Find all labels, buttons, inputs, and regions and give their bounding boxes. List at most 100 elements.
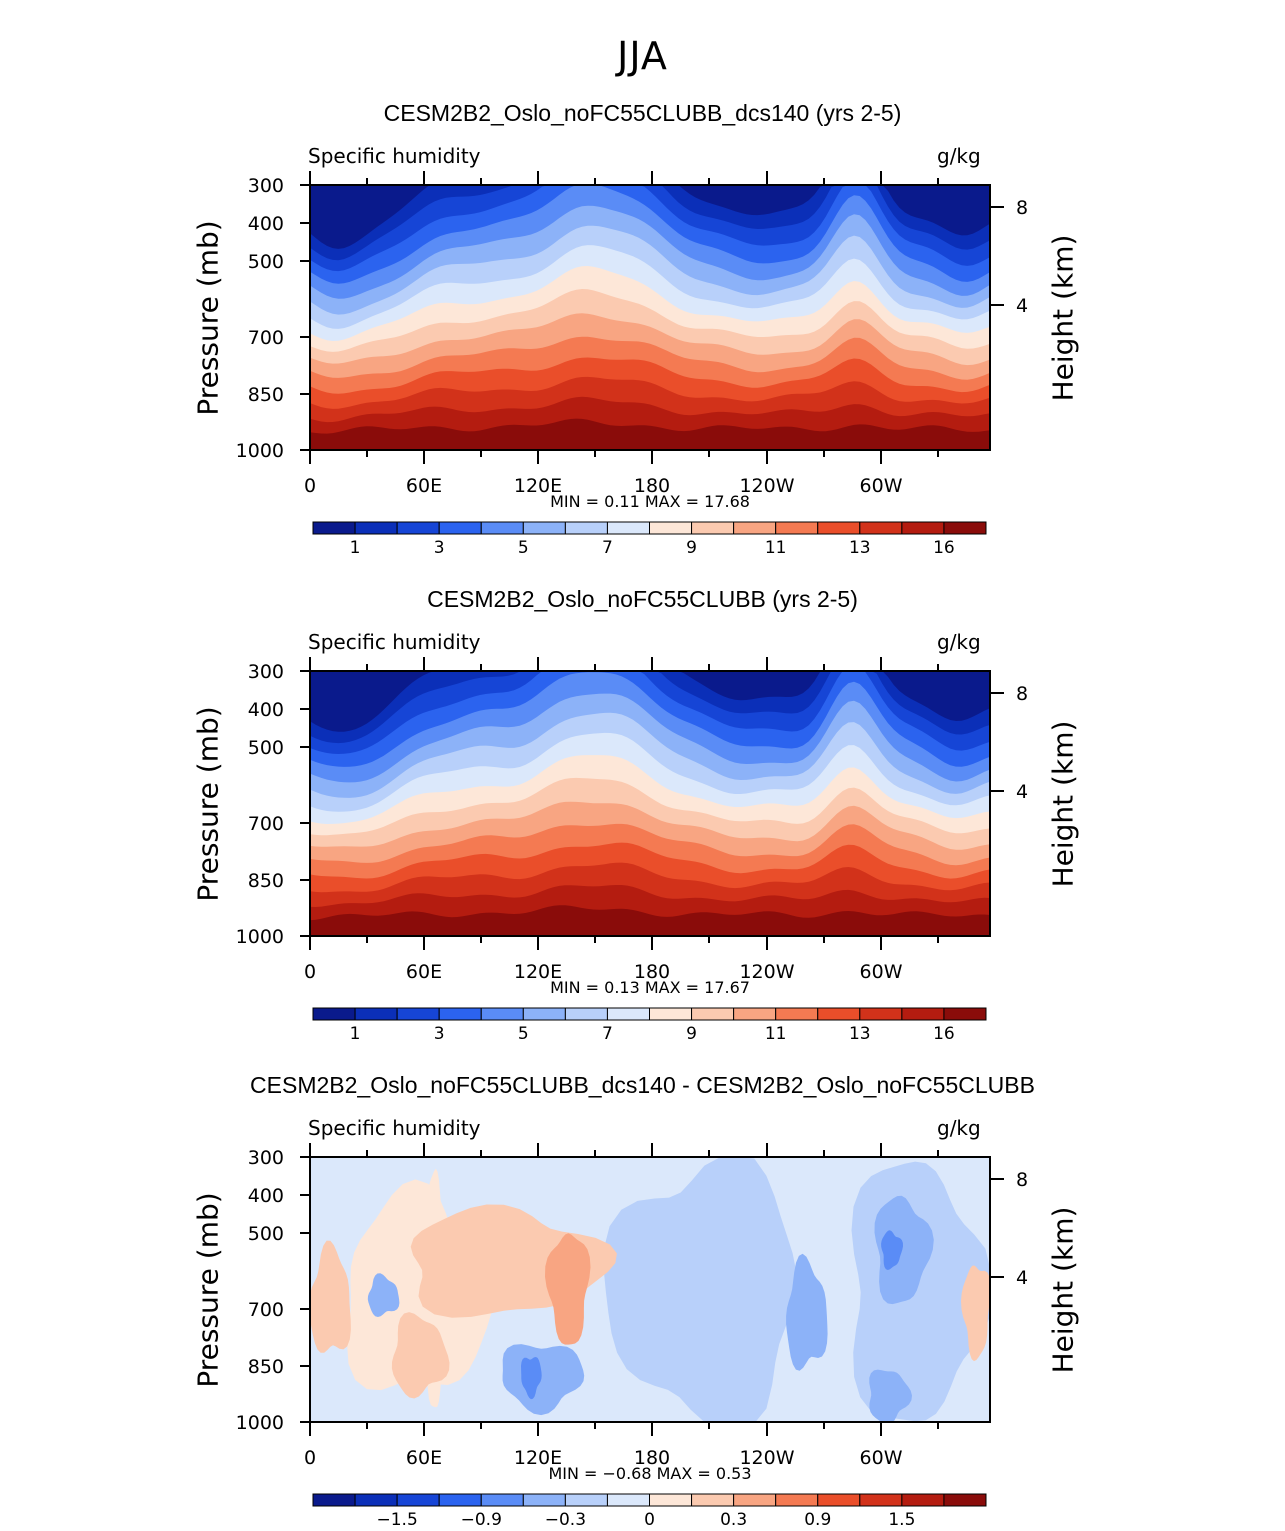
- contour-field: [310, 1157, 990, 1422]
- colorbar-box: [775, 1493, 819, 1507]
- contour-band: [310, 418, 990, 450]
- axes: 300 400 500 700 850 1000 0 60E 120E 180 120W 60W 8 4 M…: [236, 657, 1028, 1044]
- x-tick-label: 60W: [860, 475, 903, 497]
- colorbar-box: [396, 1493, 440, 1507]
- x-tick-label: 60W: [860, 961, 903, 983]
- y-tick-label: 700: [248, 813, 284, 835]
- colorbar-box: [438, 1493, 482, 1507]
- colorbar-box: [312, 1493, 356, 1507]
- plot-frame: [309, 670, 991, 937]
- colorbar-label: 1: [350, 538, 361, 558]
- x-tick-label: 60W: [860, 1447, 903, 1469]
- y-tick-label: 1000: [236, 926, 284, 948]
- colorbar-label: 7: [602, 1024, 613, 1044]
- x-tick-label: 120E: [514, 475, 562, 497]
- figure-title: JJA: [617, 34, 668, 78]
- colorbar-label: 0.3: [720, 1510, 747, 1530]
- colorbar-box: [901, 1493, 945, 1507]
- colorbar-label: 3: [434, 538, 445, 558]
- y-tick-label: 500: [248, 1223, 284, 1245]
- colorbar-box: [817, 1493, 861, 1507]
- contour-band: [310, 905, 990, 936]
- colorbar-label: 3: [434, 1024, 445, 1044]
- y-tick-label: 850: [248, 384, 284, 406]
- contour-field: [310, 185, 990, 450]
- right-tick-label: 4: [1016, 781, 1028, 803]
- colorbar-label: 0: [644, 1510, 655, 1530]
- colorbar-label: 16: [933, 1024, 955, 1044]
- panel-3-variable-label: Specific humidity: [308, 1116, 481, 1140]
- x-tick-label: 60E: [406, 475, 442, 497]
- colorbar-label: 5: [518, 1024, 529, 1044]
- panel-3-title: CESM2B2_Oslo_noFC55CLUBB_dcs140 - CESM2B…: [250, 1072, 1035, 1098]
- x-tick-label: 120W: [739, 475, 794, 497]
- colorbar-label: 11: [765, 538, 787, 558]
- y-tick-label: 850: [248, 870, 284, 892]
- colorbar-label: 1.5: [888, 1510, 915, 1530]
- panel-1-title: CESM2B2_Oslo_noFC55CLUBB_dcs140 (yrs 2-5…: [383, 100, 902, 126]
- plot-frame: [309, 184, 991, 451]
- contour-band: [603, 1157, 797, 1422]
- y-tick-label: 400: [248, 1185, 284, 1207]
- colorbar-label: 11: [765, 1024, 787, 1044]
- y-tick-label: 400: [248, 213, 284, 235]
- y-tick-label: 300: [248, 661, 284, 683]
- panel-2-variable-label: Specific humidity: [308, 630, 481, 654]
- x-tick-label: 0: [304, 1447, 316, 1469]
- right-tick-label: 8: [1016, 1169, 1028, 1191]
- colorbar-label: 13: [849, 538, 871, 558]
- x-tick-label: 120W: [739, 1447, 794, 1469]
- colorbar-box: [733, 1493, 777, 1507]
- colorbar-label: 16: [933, 538, 955, 558]
- y-tick-label: 700: [248, 1299, 284, 1321]
- colorbar-box: [480, 1493, 524, 1507]
- y-tick-label: 700: [248, 327, 284, 349]
- y-tick-label: 300: [248, 175, 284, 197]
- x-tick-label: 180: [634, 961, 670, 983]
- x-tick-label: 180: [634, 1447, 670, 1469]
- colorbar-label: 13: [849, 1024, 871, 1044]
- min-max-label: MIN = −0.68 MAX = 0.53: [548, 1464, 751, 1483]
- contour-band: [391, 1312, 450, 1399]
- contour-band: [869, 1369, 912, 1422]
- contour-band: [521, 1357, 542, 1400]
- colorbar-label: −0.3: [545, 1510, 586, 1530]
- colorbar-label: −0.9: [461, 1510, 502, 1530]
- contour-band: [786, 1253, 828, 1371]
- y-tick-label: 400: [248, 699, 284, 721]
- colorbar-label: 5: [518, 538, 529, 558]
- min-max-label: MIN = 0.11 MAX = 17.68: [550, 492, 750, 511]
- panel-3-units-label: g/kg: [937, 1116, 981, 1140]
- x-tick-label: 0: [304, 475, 316, 497]
- colorbar-box: [859, 1493, 903, 1507]
- colorbar-box: [564, 1493, 608, 1507]
- colorbar-box: [943, 1007, 987, 1021]
- right-tick-label: 4: [1016, 1267, 1028, 1289]
- right-tick-label: 8: [1016, 197, 1028, 219]
- min-max-label: MIN = 0.13 MAX = 17.67: [550, 978, 750, 997]
- contour-field: [310, 671, 990, 936]
- colorbar-label: 1: [350, 1024, 361, 1044]
- panel-2-units-label: g/kg: [937, 630, 981, 654]
- y-tick-label: 500: [248, 737, 284, 759]
- axes: 300 400 500 700 850 1000 0 60E 120E 180 120W 60W 8 4 M…: [236, 171, 1028, 558]
- y-tick-label: 1000: [236, 1412, 284, 1434]
- colorbar-label: 9: [686, 538, 697, 558]
- colorbar-label: −1.5: [376, 1510, 417, 1530]
- x-tick-label: 120E: [514, 1447, 562, 1469]
- y-tick-label: 1000: [236, 440, 284, 462]
- right-tick-label: 4: [1016, 295, 1028, 317]
- y-tick-label: 500: [248, 251, 284, 273]
- contour-band: [874, 1195, 934, 1305]
- contour-band: [881, 1230, 903, 1270]
- x-tick-label: 60E: [406, 1447, 442, 1469]
- panel-1-units-label: g/kg: [937, 144, 981, 168]
- colorbar-box: [354, 1493, 398, 1507]
- contour-band: [310, 1240, 351, 1353]
- contour-band: [961, 1265, 990, 1362]
- y-tick-label: 850: [248, 1356, 284, 1378]
- panel-1-variable-label: Specific humidity: [308, 144, 481, 168]
